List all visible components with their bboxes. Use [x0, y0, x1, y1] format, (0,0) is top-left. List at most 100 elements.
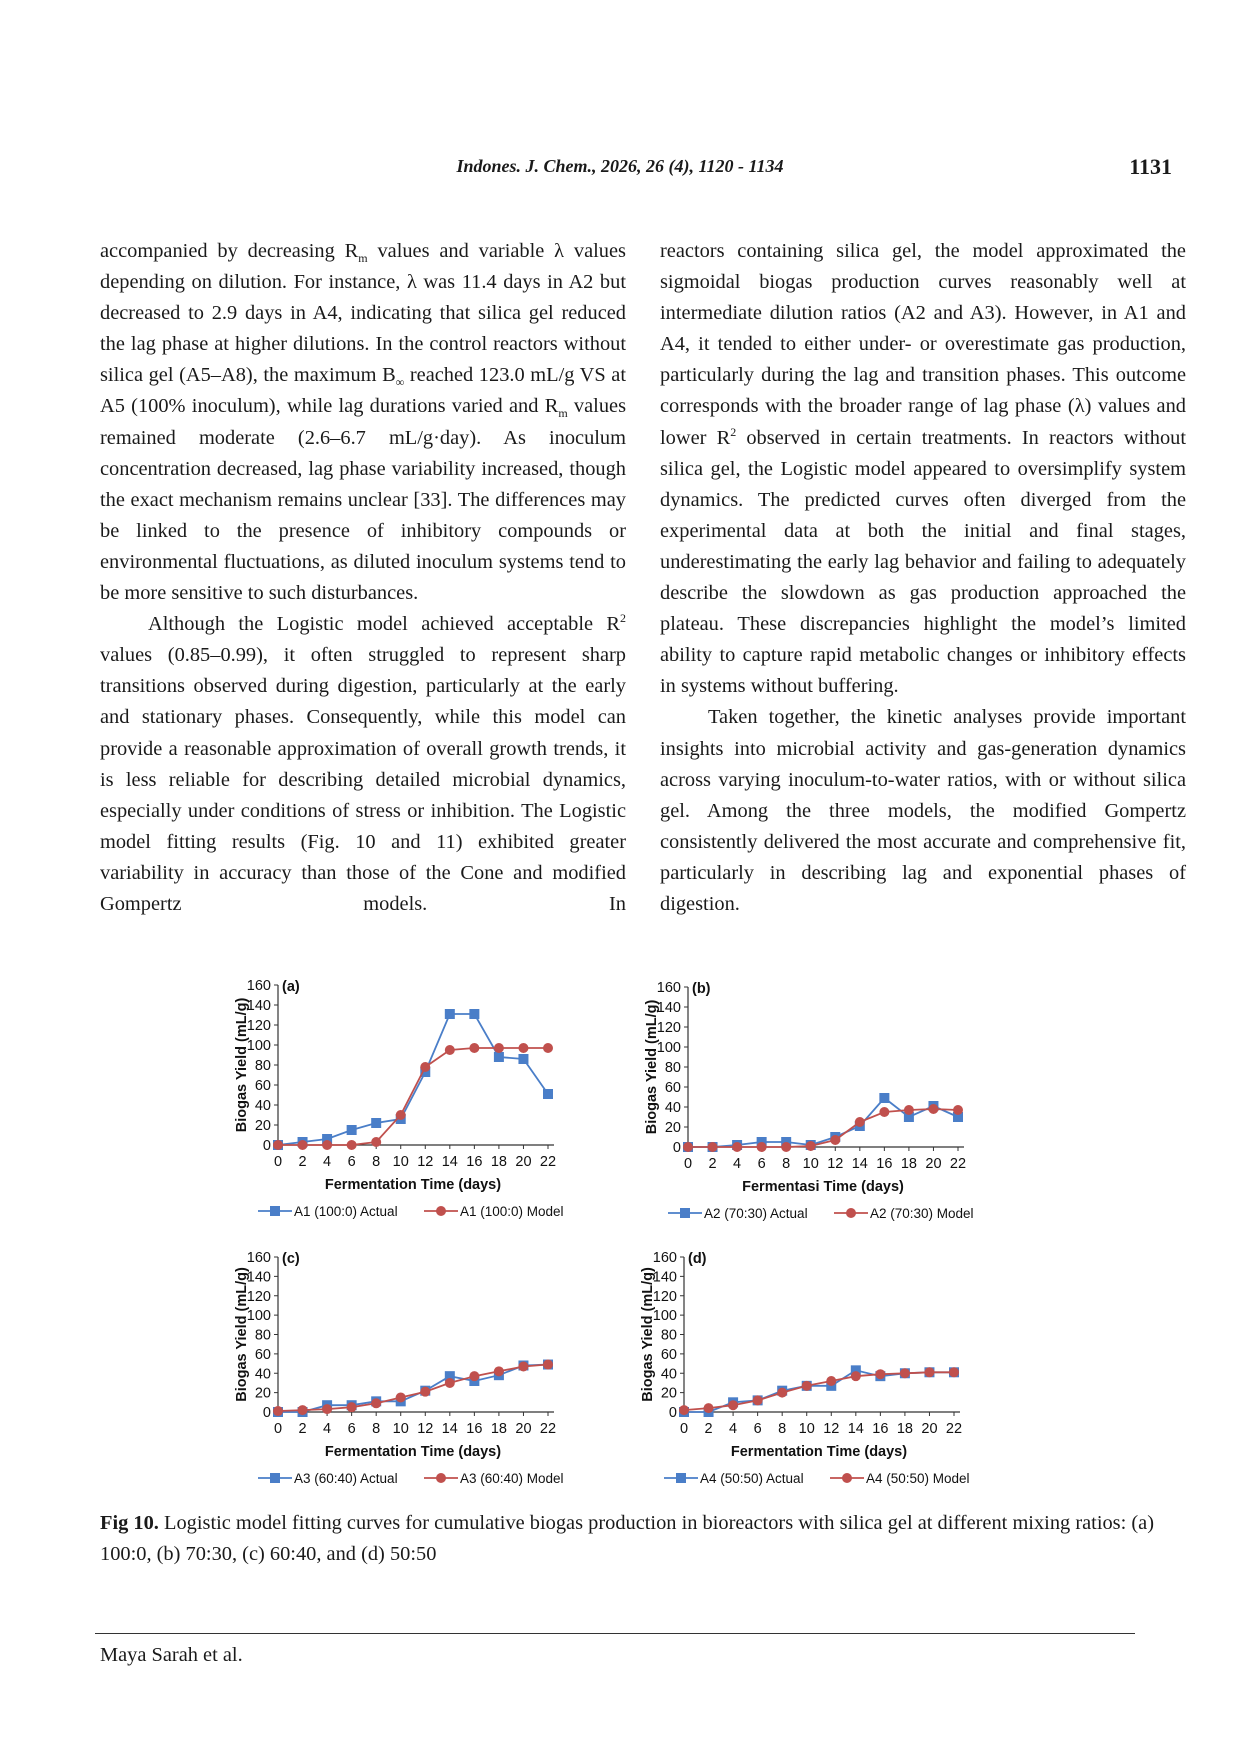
x-tick-label: 8 [782, 1156, 790, 1172]
subscript: m [558, 406, 568, 421]
data-point-model [469, 1043, 480, 1053]
legend-marker [436, 1473, 446, 1483]
superscript: 2 [620, 611, 626, 626]
data-point-model [469, 1371, 480, 1382]
y-tick-label: 40 [255, 1098, 271, 1114]
y-tick-label: 100 [247, 1038, 271, 1054]
x-tick-label: 20 [925, 1156, 941, 1172]
y-tick-label: 160 [247, 1250, 271, 1266]
x-tick-label: 0 [274, 1154, 282, 1170]
x-tick-label: 6 [348, 1154, 356, 1170]
data-point-model [903, 1105, 914, 1115]
legend-label: A3 (60:40) Model [460, 1471, 564, 1486]
data-point-actual [322, 1134, 333, 1144]
x-tick-label: 20 [515, 1154, 531, 1170]
data-point-model [924, 1367, 935, 1378]
legend-marker [842, 1473, 852, 1483]
paragraph-right-1: reactors containing silica gel, the mode… [660, 236, 1186, 702]
x-tick-label: 22 [540, 1154, 556, 1170]
x-tick-label: 20 [921, 1421, 937, 1437]
series-line [278, 1363, 549, 1413]
x-tick-label: 18 [901, 1156, 917, 1172]
x-axis-label: Fermentation Time (days) [325, 1177, 501, 1193]
data-point-model [752, 1395, 763, 1406]
x-tick-label: 4 [729, 1421, 737, 1437]
data-point-model [728, 1400, 739, 1411]
text-run: reached 123.0 mL/g VS at A5 (100% inocul… [100, 364, 626, 418]
text-run: values (0.85–0.99), it often struggled t… [100, 644, 626, 915]
x-tick-label: 2 [709, 1156, 717, 1172]
x-tick-label: 18 [491, 1421, 507, 1437]
y-tick-label: 40 [665, 1100, 681, 1116]
x-tick-label: 12 [417, 1421, 433, 1437]
journal-header: Indones. J. Chem., 2026, 26 (4), 1120 - … [456, 156, 784, 176]
data-point-actual [953, 1112, 963, 1122]
x-tick-label: 2 [705, 1421, 713, 1437]
data-point-actual [518, 1054, 529, 1064]
y-axis-label: Biogas Yield (mL/g) [234, 1267, 250, 1402]
y-tick-label: 20 [665, 1120, 681, 1136]
y-tick-label: 120 [247, 1018, 271, 1034]
data-point-model [732, 1142, 743, 1152]
y-tick-label: 160 [657, 980, 681, 996]
x-tick-label: 16 [466, 1421, 482, 1437]
x-tick-label: 6 [758, 1156, 766, 1172]
series-line [277, 1013, 549, 1146]
legend-marker [270, 1473, 280, 1483]
y-tick-label: 100 [657, 1040, 681, 1056]
x-axis-label: Fermentasi Time (days) [742, 1179, 904, 1195]
data-point-model [777, 1387, 788, 1398]
y-axis-label: Biogas Yield (mL/g) [644, 1000, 660, 1135]
data-point-model [928, 1104, 939, 1114]
caption-label: Fig 10. [100, 1512, 159, 1534]
x-tick-label: 14 [442, 1154, 458, 1170]
text-run: accompanied by decreasing R [100, 240, 359, 262]
y-tick-label: 140 [247, 998, 271, 1014]
x-tick-label: 8 [372, 1421, 380, 1437]
legend-marker [680, 1208, 690, 1218]
legend-marker [436, 1206, 446, 1216]
subscript: ∞ [395, 375, 405, 390]
y-tick-label: 60 [661, 1347, 677, 1363]
data-point-model [781, 1142, 792, 1152]
paragraph-right-2: Taken together, the kinetic analyses pro… [660, 706, 1186, 915]
x-tick-label: 4 [323, 1154, 331, 1170]
data-point-model [518, 1361, 529, 1372]
panel-label: (c) [282, 1251, 300, 1267]
data-point-actual [346, 1125, 357, 1135]
y-tick-label: 20 [255, 1386, 271, 1402]
data-point-model [371, 1398, 382, 1409]
data-point-model [322, 1404, 333, 1415]
x-tick-label: 14 [852, 1156, 868, 1172]
data-point-model [420, 1062, 431, 1072]
data-point-model [875, 1369, 886, 1380]
x-tick-label: 22 [540, 1421, 556, 1437]
x-tick-label: 10 [393, 1421, 409, 1437]
chart-panel-a: 0 20 40 60 80 100 120 140 160 0 2 4 6 8 10 12 14 16 18 20 22… [234, 978, 564, 1219]
data-point-model [273, 1140, 283, 1150]
x-tick-label: 10 [393, 1154, 409, 1170]
x-tick-label: 8 [778, 1421, 786, 1437]
y-tick-label: 80 [255, 1058, 271, 1074]
data-point-actual [420, 1067, 431, 1077]
data-point-model [395, 1110, 406, 1120]
data-point-model [420, 1386, 431, 1397]
data-point-model [444, 1045, 455, 1055]
y-tick-label: 140 [653, 1269, 677, 1285]
x-tick-label: 16 [466, 1154, 482, 1170]
data-point-model [297, 1405, 308, 1416]
x-tick-label: 12 [827, 1156, 843, 1172]
footer-rule [95, 1633, 1135, 1634]
data-point-model [493, 1366, 504, 1377]
x-tick-label: 10 [799, 1421, 815, 1437]
y-tick-label: 20 [661, 1386, 677, 1402]
y-tick-label: 40 [255, 1366, 271, 1382]
data-point-actual [371, 1118, 382, 1128]
legend-marker [846, 1208, 856, 1218]
y-tick-label: 80 [255, 1328, 271, 1344]
y-tick-label: 80 [665, 1060, 681, 1076]
legend-label: A2 (70:30) Actual [704, 1206, 808, 1221]
series-line [688, 1096, 959, 1148]
legend-marker [676, 1473, 686, 1483]
footer-author: Maya Sarah et al. [100, 1644, 243, 1666]
